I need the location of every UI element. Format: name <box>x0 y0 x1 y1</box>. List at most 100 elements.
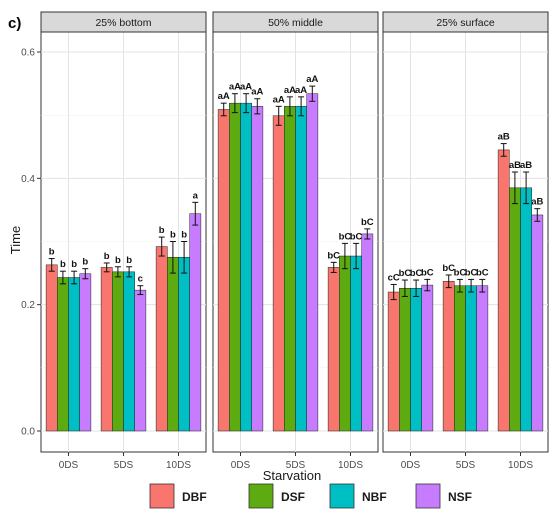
legend: DBF DSF NBF NSF <box>149 483 472 509</box>
x-tick-label: 0DS <box>401 460 421 471</box>
significance-label: aA <box>251 87 263 98</box>
x-tick-label: 10DS <box>508 460 533 471</box>
significance-label: b <box>60 259 66 270</box>
legend-label: DBF <box>182 490 207 504</box>
bar <box>327 267 340 432</box>
significance-label: bC <box>476 267 489 278</box>
significance-label: bC <box>442 263 455 274</box>
significance-label: b <box>170 230 176 241</box>
y-axis-label: Time <box>8 226 23 254</box>
significance-label: aA <box>306 74 318 85</box>
bar <box>421 284 434 432</box>
bar <box>45 264 58 432</box>
bar <box>272 115 285 432</box>
significance-label: b <box>159 225 165 236</box>
panel-letter: c) <box>8 15 21 32</box>
bar <box>100 267 113 432</box>
significance-label: bC <box>465 267 478 278</box>
bar <box>112 271 124 432</box>
significance-label: aA <box>218 91 230 102</box>
bar <box>350 255 362 432</box>
significance-label: cC <box>388 272 400 283</box>
significance-label: bC <box>454 267 467 278</box>
bar <box>339 255 351 432</box>
x-tick-label: 0DS <box>59 460 79 471</box>
bar <box>387 291 400 432</box>
legend-swatch <box>415 483 441 509</box>
bar <box>134 289 147 432</box>
significance-label: b <box>104 251 110 262</box>
bar <box>123 271 135 432</box>
significance-label: aA <box>240 82 252 93</box>
significance-label: aA <box>295 85 307 96</box>
y-tick-label: 0.0 <box>21 427 35 438</box>
y-tick-label: 0.2 <box>21 300 35 311</box>
significance-label: b <box>126 255 132 266</box>
significance-label: bC <box>421 267 434 278</box>
legend-swatch <box>329 483 355 509</box>
x-tick-label: 10DS <box>338 460 363 471</box>
bar <box>509 187 521 432</box>
panel-strip <box>212 11 379 33</box>
bar <box>454 285 466 432</box>
significance-label: aB <box>498 132 510 143</box>
significance-label: bC <box>410 268 423 279</box>
significance-label: aB <box>531 197 543 208</box>
significance-label: bC <box>399 268 412 279</box>
legend-label: DSF <box>281 490 305 504</box>
significance-label: a <box>193 190 199 201</box>
bar <box>68 277 80 432</box>
significance-label: aB <box>520 160 532 171</box>
bar <box>497 149 510 432</box>
panel-strip <box>40 11 207 33</box>
bar <box>57 277 69 432</box>
bar <box>240 102 252 432</box>
bar <box>442 281 455 432</box>
bar <box>295 106 307 432</box>
bar <box>306 93 319 432</box>
panel-strip <box>382 11 549 33</box>
x-tick-label: 10DS <box>166 460 191 471</box>
bar <box>520 187 532 432</box>
x-axis-label: Starvation <box>263 468 322 483</box>
legend-swatch <box>248 483 274 509</box>
bar <box>465 285 477 432</box>
x-tick-label: 0DS <box>231 460 251 471</box>
significance-label: bC <box>339 231 352 242</box>
bar <box>410 287 422 432</box>
bar <box>361 233 374 432</box>
y-tick-label: 0.4 <box>21 174 35 185</box>
bar <box>229 102 241 432</box>
bar <box>79 273 92 432</box>
panel-title: 25% surface <box>436 17 495 29</box>
bar <box>399 287 411 432</box>
significance-label: b <box>49 247 55 258</box>
x-tick-label: 5DS <box>114 460 134 471</box>
legend-swatch <box>149 483 175 509</box>
legend-label: NSF <box>448 490 472 504</box>
legend-label: NBF <box>362 490 387 504</box>
significance-label: bC <box>350 231 363 242</box>
panel-title: 25% bottom <box>95 17 151 29</box>
significance-label: b <box>181 230 187 241</box>
y-tick-label: 0.6 <box>21 48 35 59</box>
bar <box>476 285 489 432</box>
bar <box>155 246 168 432</box>
bar <box>167 257 179 432</box>
bar <box>189 213 202 432</box>
significance-label: b <box>82 257 88 268</box>
x-tick-label: 5DS <box>286 460 306 471</box>
significance-label: aA <box>284 85 296 96</box>
bar <box>531 214 544 432</box>
significance-label: c <box>138 274 143 285</box>
x-tick-label: 5DS <box>456 460 476 471</box>
significance-label: b <box>115 255 121 266</box>
bar <box>284 106 296 432</box>
significance-label: aB <box>509 160 521 171</box>
bar <box>251 106 264 432</box>
significance-label: aA <box>229 82 241 93</box>
significance-label: aA <box>273 94 285 105</box>
significance-label: b <box>71 259 77 270</box>
